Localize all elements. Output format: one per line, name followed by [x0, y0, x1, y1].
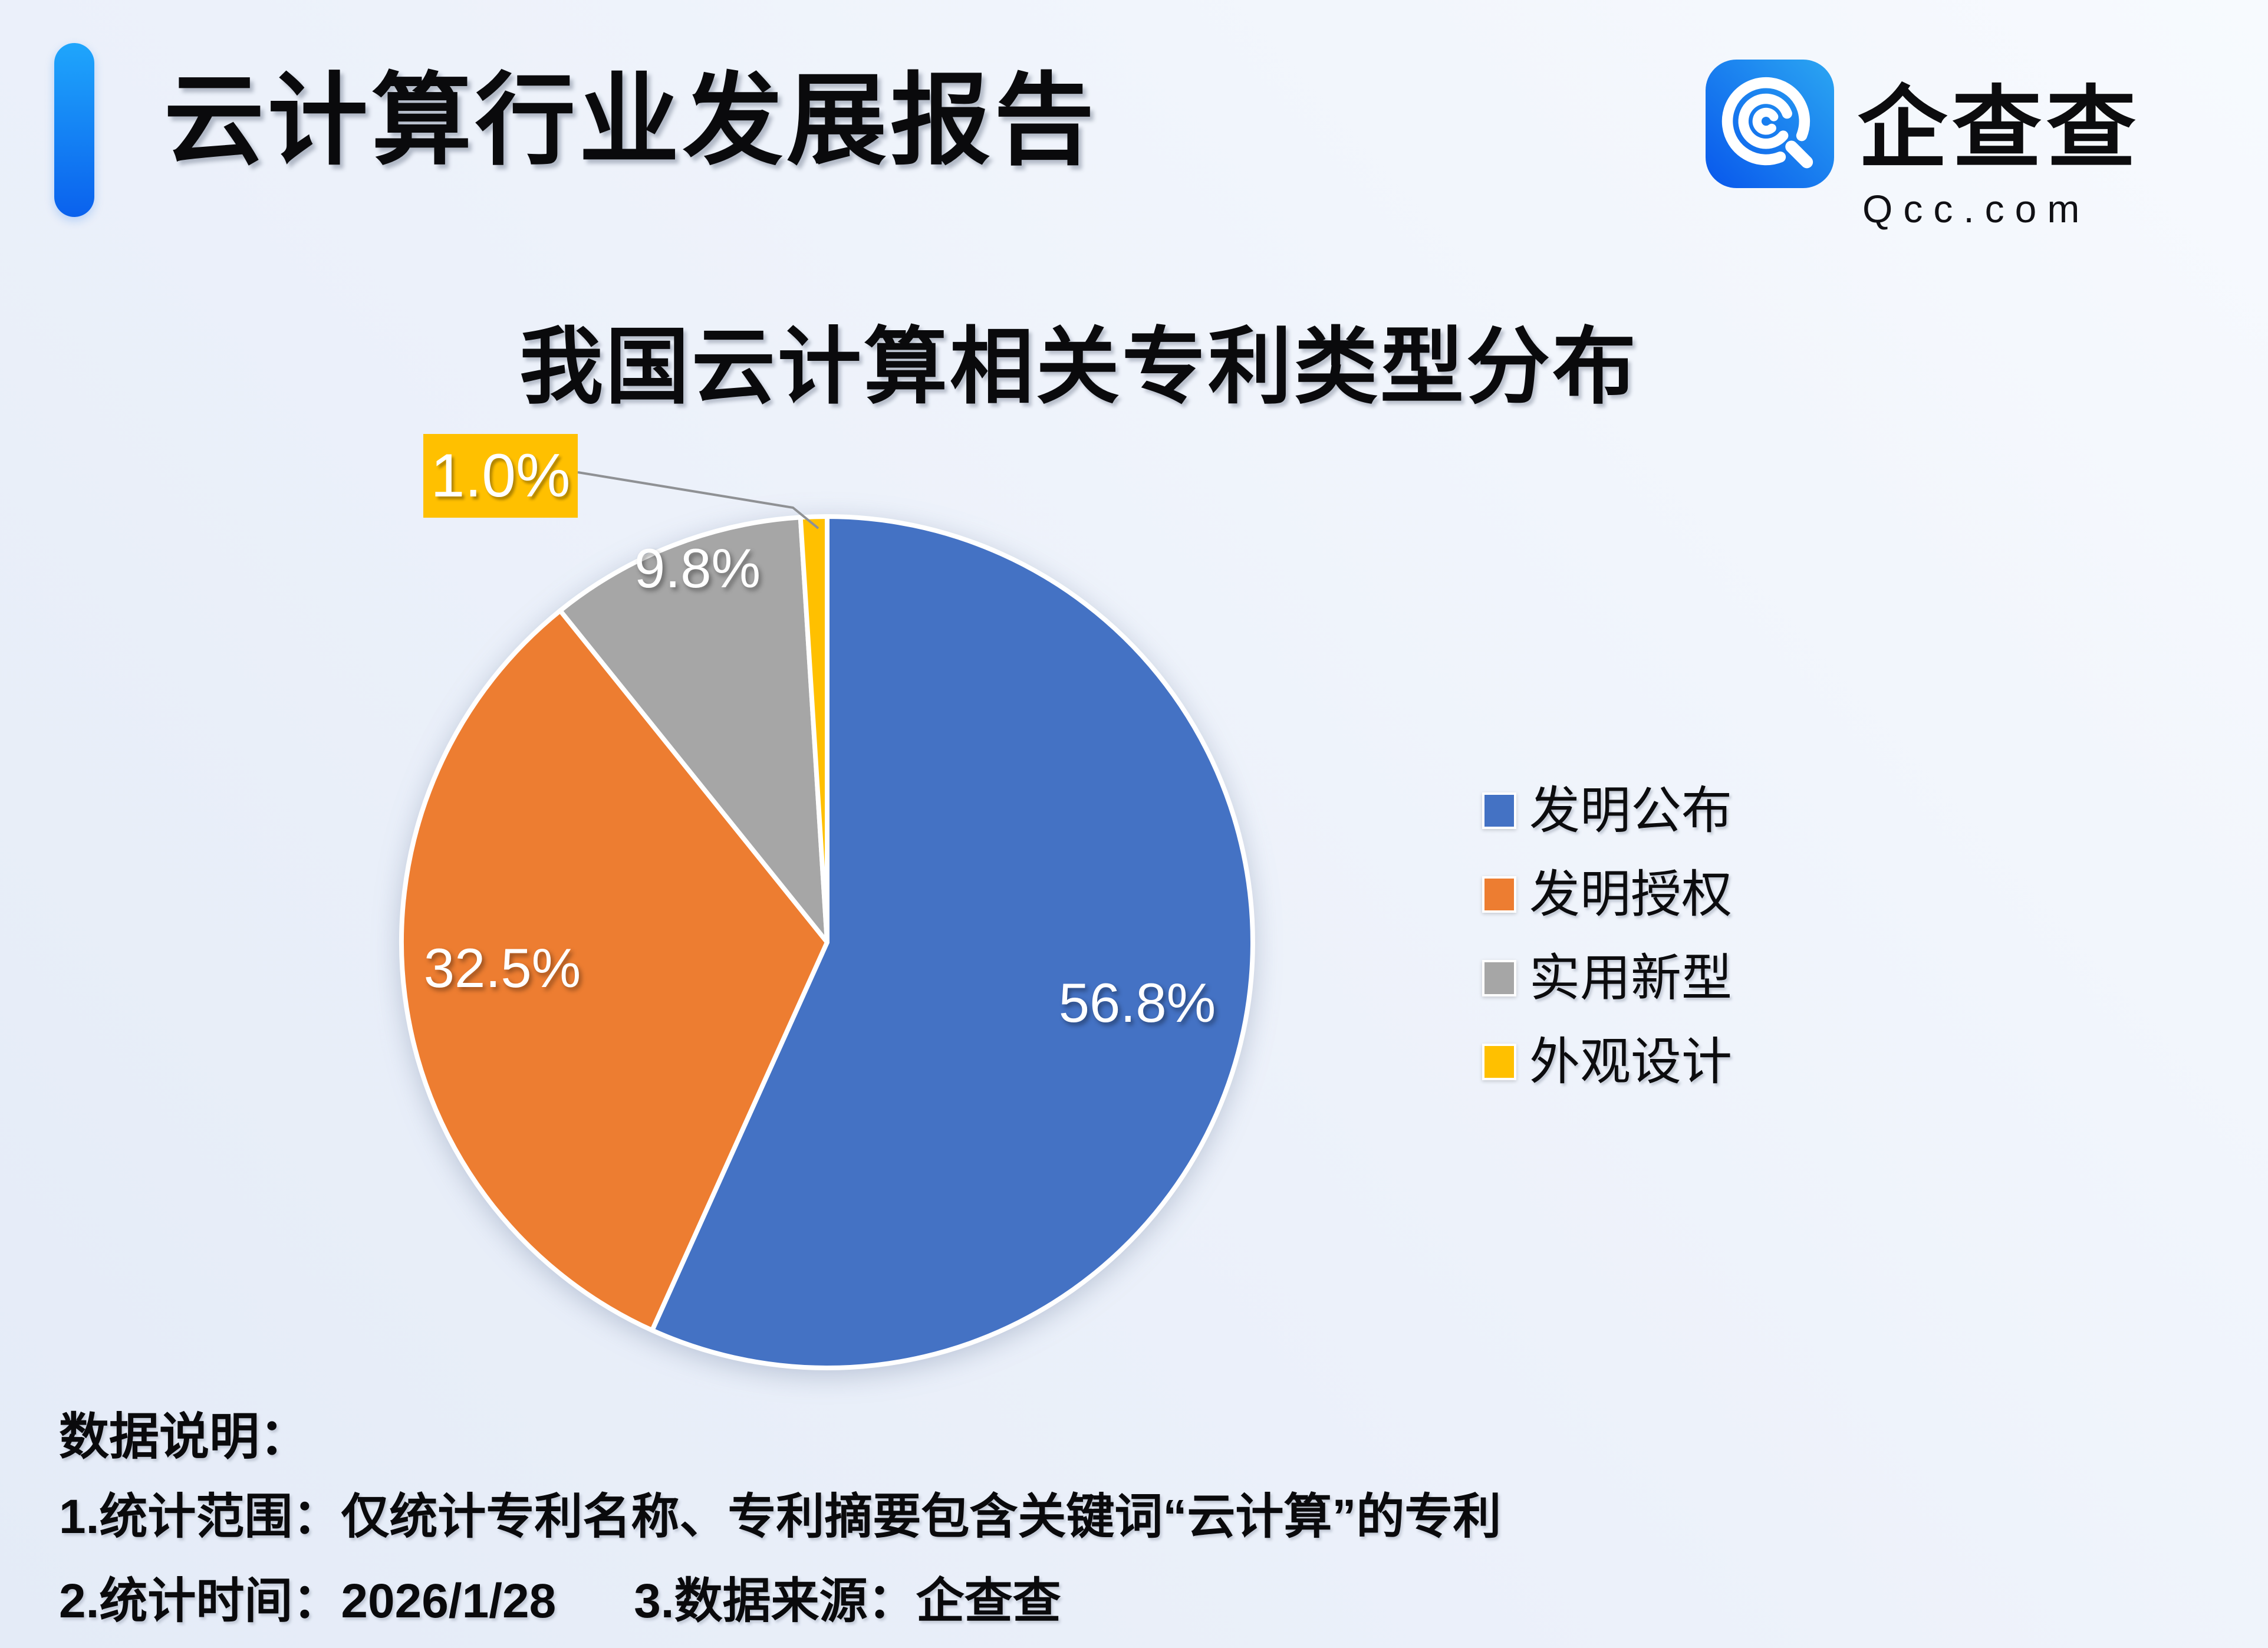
callout-leader-line [577, 471, 819, 529]
qcc-magnifier-icon [1706, 60, 1834, 188]
legend-chip-yellow [1482, 1044, 1516, 1080]
brand-logo: 企查查 Qcc.com [1706, 58, 2213, 235]
logo-magnifier-handle [1785, 140, 1813, 169]
legend-label: 发明授权 [1529, 866, 1732, 923]
legend: 发明公布 发明授权 实用新型 外观设计 [1482, 785, 1732, 1087]
legend-item-design: 外观设计 [1482, 1037, 1732, 1087]
brand-domain: Qcc.com [1862, 187, 2091, 231]
legend-item-utility-model: 实用新型 [1482, 953, 1732, 1004]
legend-item-invention-grant: 发明授权 [1482, 869, 1732, 920]
chart-title: 我国云计算相关专利类型分布 [519, 320, 1638, 414]
legend-chip-gray [1482, 960, 1516, 996]
pie-slice-3 [798, 514, 829, 945]
callout-design-patent: 1.0% [423, 434, 578, 518]
logo-inner-c [1752, 107, 1779, 135]
footnote-scope: 1.统计范围：仅统计专利名称、专利摘要包含关键词“云计算”的专利 [59, 1490, 1502, 1544]
legend-label: 发明公布 [1529, 782, 1732, 839]
pie-slice-1 [399, 608, 829, 1333]
legend-chip-blue [1482, 792, 1516, 829]
pie-slice-0 [650, 514, 1255, 1370]
page-title: 云计算行业发展报告 [164, 65, 1098, 177]
pie-label-invention-grant: 32.5% [424, 937, 581, 999]
footnote-source: 3.数据来源：企查查 [634, 1574, 1061, 1628]
footnote-row: 2.统计时间：2026/1/28 3.数据来源：企查查 [59, 1561, 1061, 1631]
logo-middle-c [1738, 93, 1792, 149]
logo-outer-ring [1721, 77, 1811, 166]
pie-label-invention-publication: 56.8% [1059, 972, 1216, 1034]
pie-slice-2 [558, 515, 829, 945]
pie-label-design: 1.0% [430, 442, 571, 510]
title-accent-bar [54, 43, 94, 217]
legend-chip-orange [1482, 876, 1516, 913]
brand-name: 企查查 [1858, 78, 2141, 179]
legend-item-invention-publication: 发明公布 [1482, 785, 1732, 836]
legend-label: 外观设计 [1529, 1034, 1732, 1090]
footnote-time: 2.统计时间：2026/1/28 [59, 1574, 557, 1628]
footnote-heading: 数据说明： [59, 1409, 310, 1465]
pie-slices-group [399, 514, 1255, 1370]
legend-label: 实用新型 [1529, 950, 1732, 1006]
pie-label-utility-model: 9.8% [634, 537, 761, 599]
